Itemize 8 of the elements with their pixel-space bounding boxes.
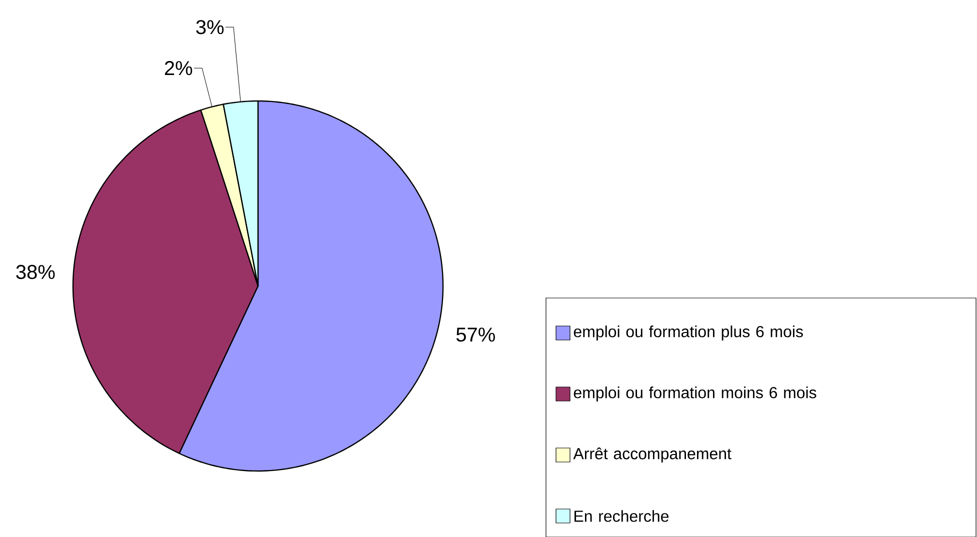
legend-label: En recherche (574, 510, 669, 522)
data-label: 2% (164, 60, 192, 75)
data-label: 38% (16, 264, 55, 279)
legend-label: emploi ou formation moins 6 mois (574, 386, 816, 402)
legend-label: Arrêt accompanement (573, 447, 732, 462)
legend-label: emploi ou formation plus 6 mois (574, 325, 803, 340)
data-label: 57% (456, 327, 495, 342)
data-label: 3% (196, 20, 224, 34)
